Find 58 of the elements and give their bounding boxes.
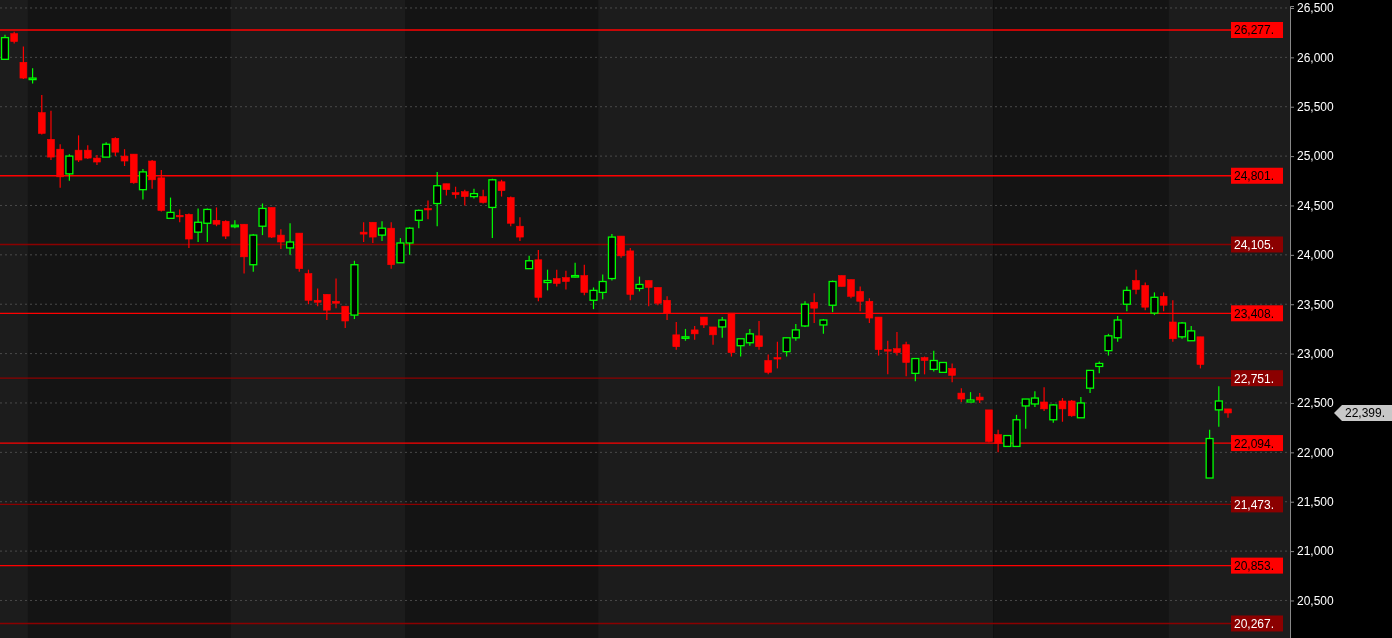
y-tick-label: 23,500 bbox=[1297, 297, 1335, 312]
candlestick bbox=[1150, 291, 1159, 316]
candlestick bbox=[433, 171, 442, 227]
y-tick-label: 24,000 bbox=[1297, 248, 1335, 263]
ref-line-label: 23,408. bbox=[1234, 306, 1275, 321]
candlestick bbox=[285, 222, 295, 256]
candlestick bbox=[1159, 291, 1168, 312]
candlestick bbox=[1085, 369, 1095, 394]
candlestick bbox=[571, 262, 580, 279]
ref-line-label: 20,267. bbox=[1234, 616, 1275, 631]
y-tick-label: 20,500 bbox=[1297, 593, 1335, 608]
candlestick bbox=[516, 216, 524, 242]
candlestick bbox=[258, 202, 267, 236]
candlestick bbox=[543, 269, 552, 291]
candlestick bbox=[672, 321, 681, 351]
ref-line-label: 24,105. bbox=[1234, 237, 1275, 252]
candlestick bbox=[65, 153, 74, 182]
y-tick-label: 23,000 bbox=[1297, 346, 1335, 361]
candlestick bbox=[911, 357, 920, 382]
y-tick-label: 22,000 bbox=[1297, 445, 1335, 460]
ref-line-label: 21,473. bbox=[1234, 497, 1275, 512]
candlestick bbox=[773, 341, 782, 370]
candlestick bbox=[469, 188, 479, 200]
ref-line-label: 26,277. bbox=[1234, 23, 1275, 38]
y-tick-label: 25,500 bbox=[1297, 100, 1335, 115]
candlestick bbox=[580, 264, 589, 296]
y-tick-label: 24,500 bbox=[1297, 198, 1335, 213]
y-tick-label: 21,500 bbox=[1297, 495, 1335, 510]
candlestick bbox=[1076, 396, 1085, 419]
text: 22,399. bbox=[1345, 406, 1386, 421]
candlestick bbox=[377, 220, 387, 242]
candlestick bbox=[709, 326, 717, 346]
candlestick bbox=[1214, 385, 1223, 428]
y-tick-label: 22,500 bbox=[1297, 396, 1335, 411]
candlestick bbox=[755, 320, 763, 351]
candlestick bbox=[414, 208, 423, 229]
candlestick bbox=[111, 136, 120, 157]
ref-line-label: 22,094. bbox=[1234, 436, 1275, 451]
candlestick bbox=[828, 279, 837, 313]
ref-line-label: 22,751. bbox=[1234, 371, 1275, 386]
candlestick bbox=[38, 94, 46, 135]
candlestick bbox=[0, 34, 10, 60]
candlestick bbox=[1122, 285, 1131, 312]
candlestick bbox=[718, 316, 727, 339]
y-tick-label: 21,000 bbox=[1297, 544, 1335, 559]
candlestick bbox=[948, 362, 956, 383]
candlestick bbox=[166, 196, 175, 219]
ref-line-label: 24,801. bbox=[1234, 169, 1275, 184]
y-tick-label: 26,000 bbox=[1297, 50, 1335, 65]
y-tick-label: 25,000 bbox=[1297, 149, 1335, 164]
candlestick bbox=[1040, 386, 1048, 412]
candlestick bbox=[19, 45, 28, 80]
candlestick bbox=[424, 199, 432, 220]
ref-line-label: 20,853. bbox=[1234, 559, 1275, 574]
candlestick bbox=[800, 300, 810, 328]
candlestick bbox=[764, 353, 772, 375]
candlestick bbox=[138, 168, 148, 201]
y-tick-label: 26,500 bbox=[1297, 1, 1335, 16]
